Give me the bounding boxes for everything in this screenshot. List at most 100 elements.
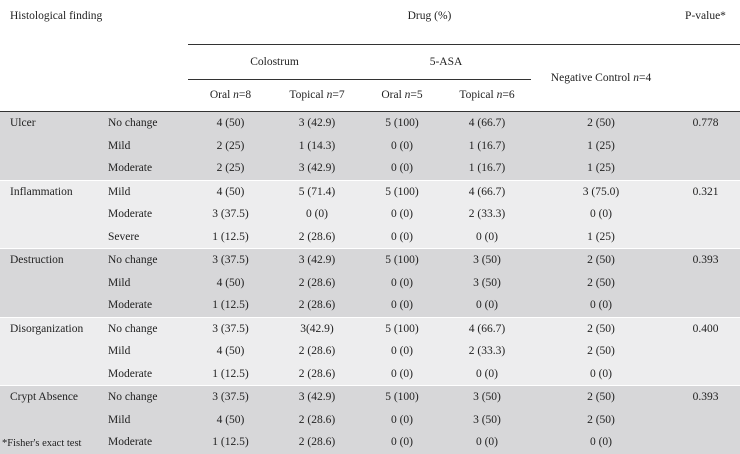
finding-name-blank bbox=[0, 431, 108, 454]
data-cell: 5 (100) bbox=[361, 385, 443, 409]
p-value-blank bbox=[671, 340, 740, 363]
p-value-cell: 0.400 bbox=[671, 316, 740, 340]
p-value-header: P-value* bbox=[685, 10, 726, 22]
grade-label: Moderate bbox=[108, 431, 188, 454]
data-cell: 1 (16.7) bbox=[443, 134, 531, 157]
p-value-cell: 0.778 bbox=[671, 111, 740, 135]
data-cell: 0 (0) bbox=[361, 157, 443, 180]
data-cell: 0 (0) bbox=[443, 294, 531, 317]
colostrum-header-cell: Colostrum bbox=[188, 43, 361, 79]
data-cell: 1 (25) bbox=[531, 134, 671, 157]
data-cell: 0 (0) bbox=[531, 362, 671, 386]
grade-label: Moderate bbox=[108, 362, 188, 386]
header-blank-right bbox=[671, 43, 740, 79]
data-cell: 2 (33.3) bbox=[443, 340, 531, 363]
data-cell: 3 (42.9) bbox=[273, 248, 361, 272]
data-cell: 1 (25) bbox=[531, 157, 671, 180]
data-cell: 0 (0) bbox=[273, 203, 361, 226]
p-value-blank bbox=[671, 157, 740, 180]
finding-name-blank bbox=[0, 408, 108, 431]
table-body: Ulcer No change 4 (50) 3 (42.9) 5 (100) 4 (66… bbox=[0, 111, 740, 454]
col-topical-asa: Topical n=6 bbox=[443, 78, 531, 112]
finding-name: Disorganization bbox=[0, 316, 108, 340]
col-oral-colostrum-n: n bbox=[233, 89, 239, 102]
data-cell: 2 (25) bbox=[188, 157, 273, 180]
finding-name-blank bbox=[0, 271, 108, 294]
grade-label: Moderate bbox=[108, 294, 188, 317]
col-topical-colostrum: Topical n=7 bbox=[273, 78, 361, 112]
data-cell: 3(42.9) bbox=[273, 316, 361, 340]
table-row: Mild 4 (50) 2 (28.6) 0 (0) 2 (33.3) 2 (50) bbox=[0, 340, 740, 363]
data-cell: 3 (50) bbox=[443, 385, 531, 409]
col-oral-colostrum-label: Oral bbox=[209, 89, 234, 102]
data-cell: 4 (50) bbox=[188, 111, 273, 135]
table-row: Mild 4 (50) 2 (28.6) 0 (0) 3 (50) 2 (50) bbox=[0, 271, 740, 294]
col-oral-asa-n: n bbox=[404, 89, 411, 102]
data-cell: 0 (0) bbox=[361, 431, 443, 454]
grade-label: No change bbox=[108, 316, 188, 340]
header-blank-2 bbox=[0, 79, 188, 112]
data-cell: 3 (37.5) bbox=[188, 203, 273, 226]
drug-header: Drug (%) bbox=[407, 10, 452, 22]
data-cell: 5 (100) bbox=[361, 111, 443, 135]
col-topical-asa-count: =6 bbox=[502, 89, 515, 102]
table-row: Inflammation Mild 4 (50) 5 (71.4) 5 (100) 4 (… bbox=[0, 179, 740, 203]
data-cell: 0 (0) bbox=[443, 225, 531, 249]
data-cell: 4 (50) bbox=[188, 340, 273, 363]
table-row: Destruction No change 3 (37.5) 3 (42.9) 5 (1… bbox=[0, 248, 740, 272]
table-row: Moderate 3 (37.5) 0 (0) 0 (0) 2 (33.3) 0 (0) bbox=[0, 203, 740, 226]
data-cell: 1 (14.3) bbox=[273, 134, 361, 157]
p-value-blank bbox=[671, 271, 740, 294]
table-row: Severe 1 (12.5) 2 (28.6) 0 (0) 0 (0) 1 (25) bbox=[0, 225, 740, 249]
data-cell: 5 (100) bbox=[361, 316, 443, 340]
grade-label: Moderate bbox=[108, 157, 188, 180]
data-cell: 0 (0) bbox=[443, 362, 531, 386]
data-cell: 4 (50) bbox=[188, 408, 273, 431]
data-cell: 2 (50) bbox=[531, 385, 671, 409]
data-cell: 5 (100) bbox=[361, 248, 443, 272]
finding-name-blank bbox=[0, 203, 108, 226]
data-cell: 2 (28.6) bbox=[273, 340, 361, 363]
finding-name: Crypt Absence bbox=[0, 385, 108, 409]
finding-name-blank bbox=[0, 157, 108, 180]
grade-label: Mild bbox=[108, 179, 188, 203]
data-cell: 0 (0) bbox=[361, 203, 443, 226]
asa-header-cell: 5-ASA bbox=[361, 43, 531, 79]
data-cell: 0 (0) bbox=[361, 294, 443, 317]
header-row-2: Colostrum 5-ASA Negative Control n=4 bbox=[0, 43, 740, 112]
header-row-1: Histological finding Drug (%) P-value* bbox=[0, 0, 740, 44]
table-row: Mild 2 (25) 1 (14.3) 0 (0) 1 (16.7) 1 (25) bbox=[0, 134, 740, 157]
data-cell: 3 (37.5) bbox=[188, 385, 273, 409]
data-cell: 3 (42.9) bbox=[273, 385, 361, 409]
data-cell: 2 (25) bbox=[188, 134, 273, 157]
histological-finding-header: Histological finding bbox=[10, 10, 103, 22]
table-row: Disorganization No change 3 (37.5) 3(42.9) 5… bbox=[0, 316, 740, 340]
finding-name-blank bbox=[0, 225, 108, 249]
data-cell: 1 (12.5) bbox=[188, 294, 273, 317]
p-value-blank bbox=[671, 362, 740, 386]
header-row-3: Oral n=8 Topical n=7 Oral n=5 Topical n=… bbox=[0, 78, 740, 112]
col-topical-colostrum-count: =7 bbox=[332, 89, 345, 102]
data-cell: 0 (0) bbox=[361, 408, 443, 431]
data-cell: 3 (75.0) bbox=[531, 179, 671, 203]
col-topical-colostrum-label: Topical bbox=[289, 89, 327, 102]
grade-label: Moderate bbox=[108, 203, 188, 226]
data-cell: 5 (71.4) bbox=[273, 179, 361, 203]
table-row: Moderate 2 (25) 3 (42.9) 0 (0) 1 (16.7) 1 (25… bbox=[0, 157, 740, 180]
data-cell: 2 (50) bbox=[531, 248, 671, 272]
data-cell: 1 (12.5) bbox=[188, 431, 273, 454]
data-cell: 1 (16.7) bbox=[443, 157, 531, 180]
grade-label: No change bbox=[108, 385, 188, 409]
grade-label: No change bbox=[108, 111, 188, 135]
data-cell: 1 (12.5) bbox=[188, 225, 273, 249]
data-cell: 3 (37.5) bbox=[188, 248, 273, 272]
data-cell: 3 (50) bbox=[443, 271, 531, 294]
data-cell: 0 (0) bbox=[361, 340, 443, 363]
header-blank-3 bbox=[671, 79, 740, 112]
col-topical-colostrum-n: n bbox=[326, 89, 333, 102]
data-cell: 0 (0) bbox=[531, 203, 671, 226]
p-value-blank bbox=[671, 408, 740, 431]
header-blank bbox=[0, 44, 188, 79]
data-cell: 4 (50) bbox=[188, 179, 273, 203]
